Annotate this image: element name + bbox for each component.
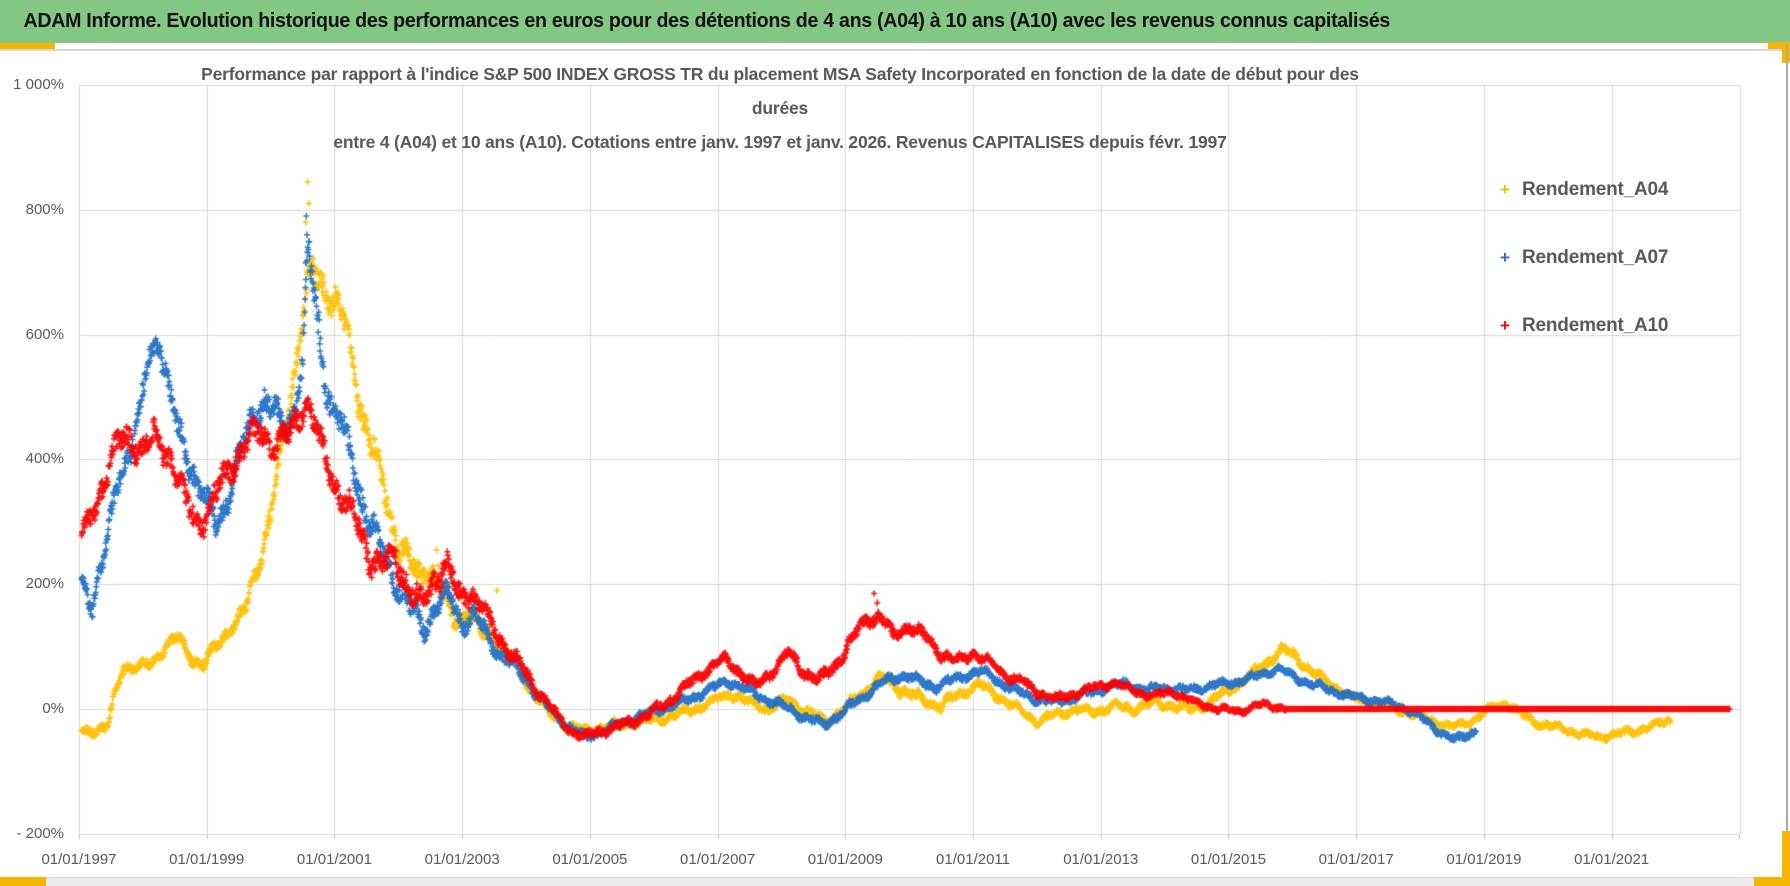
x-tick-label: 01/01/2021: [1574, 851, 1650, 868]
x-tick-label: 01/01/2005: [552, 851, 628, 868]
x-tick-label: 01/01/2011: [936, 851, 1011, 868]
y-tick-label: 400%: [25, 450, 64, 468]
y-tick-label: 200%: [25, 575, 64, 593]
chart-title-line-2: durées: [751, 98, 809, 118]
legend-item-rendement_a10[interactable]: + Rendement_A10: [1500, 313, 1668, 339]
y-tick-label: 600%: [25, 325, 64, 343]
legend-item-rendement_a04[interactable]: + Rendement_A04: [1500, 177, 1668, 203]
legend-label: Rendement_A10: [1522, 315, 1669, 336]
legend-label: Rendement_A07: [1522, 247, 1669, 268]
plus-marker-icon: +: [1500, 316, 1510, 335]
y-tick-label: 800%: [25, 200, 64, 218]
x-tick-label: 01/01/2007: [680, 851, 756, 868]
x-tick-label: 01/01/2017: [1318, 851, 1394, 868]
x-tick-label: 01/01/1997: [41, 851, 117, 868]
x-tick-label: 01/01/2009: [807, 851, 883, 868]
plus-marker-icon: +: [1500, 248, 1510, 267]
y-tick-label: 0%: [42, 700, 64, 717]
x-tick-label: 01/01/2019: [1446, 851, 1522, 868]
x-tick-label: 01/01/1999: [169, 851, 245, 868]
plus-marker-icon: +: [1500, 180, 1510, 199]
y-tick-label: 1 000%: [13, 76, 64, 93]
chart-title-line-3: entre 4 (A04) et 10 ans (A10). Cotations…: [333, 132, 1227, 152]
x-tick-label: 01/01/2001: [296, 851, 372, 868]
x-tick-label: 01/01/2015: [1190, 851, 1266, 868]
x-tick-label: 01/01/2003: [424, 851, 500, 868]
x-tick-label: 01/01/2013: [1063, 851, 1139, 868]
chart-title-line-1: Performance par rapport à l'indice S&P 5…: [201, 64, 1359, 84]
legend-label: Rendement_A04: [1522, 179, 1669, 200]
y-tick-label: - 200%: [16, 824, 64, 842]
legend-item-rendement_a07[interactable]: + Rendement_A07: [1500, 245, 1668, 271]
